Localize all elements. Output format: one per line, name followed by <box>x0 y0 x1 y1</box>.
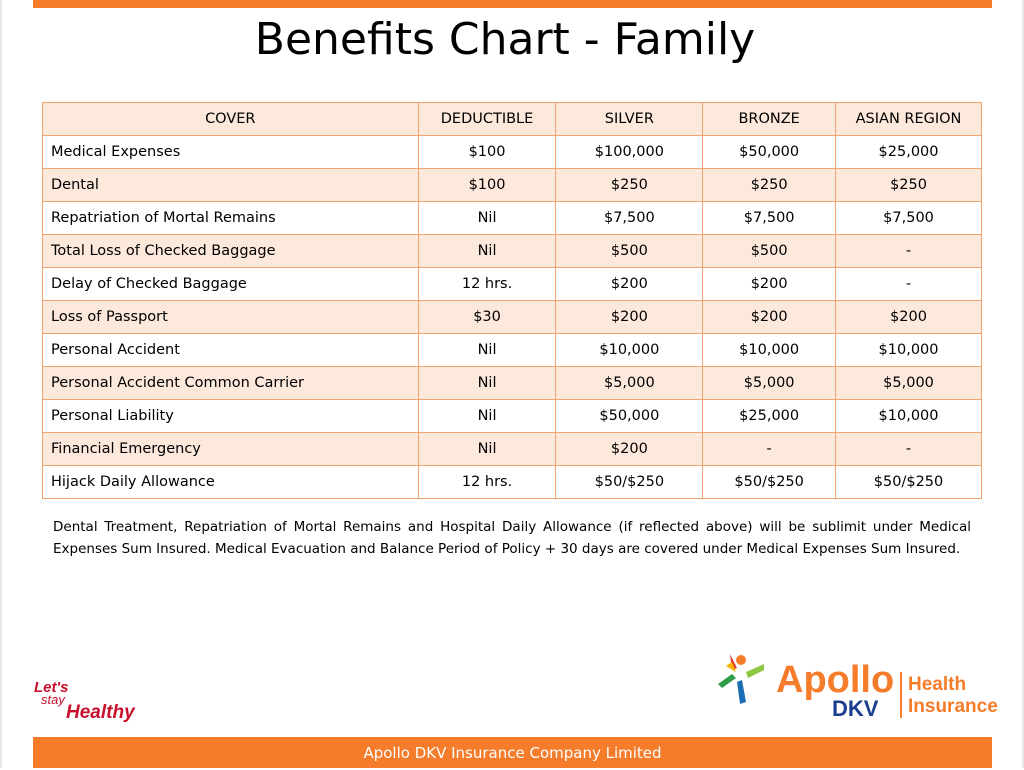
column-header-deductible: DEDUCTIBLE <box>417 102 557 136</box>
silver-cell: $200 <box>555 267 704 301</box>
table-row: Personal Accident Common Carrier Nil $5,… <box>42 366 982 400</box>
benefits-table: COVER DEDUCTIBLE SILVER BRONZE ASIAN REG… <box>42 102 982 499</box>
logo-text-stay: stay <box>41 692 66 707</box>
apollo-wordmark: Apollo <box>776 659 894 701</box>
silver-cell: $5,000 <box>555 366 704 400</box>
silver-cell: $500 <box>555 234 704 268</box>
table-row: Personal Liability Nil $50,000 $25,000 $… <box>42 399 982 433</box>
deductible-cell: Nil <box>417 234 557 268</box>
cover-cell: Dental <box>42 168 419 202</box>
silver-cell: $7,500 <box>555 201 704 235</box>
bronze-cell: $200 <box>702 267 837 301</box>
bronze-cell: $200 <box>702 300 837 334</box>
bronze-cell: $25,000 <box>702 399 837 433</box>
silver-cell: $50,000 <box>555 399 704 433</box>
table-row: Dental $100 $250 $250 $250 <box>42 168 982 202</box>
asian-region-cell: $250 <box>835 168 982 202</box>
bronze-cell: $50/$250 <box>702 465 837 499</box>
cover-cell: Medical Expenses <box>42 135 419 169</box>
logo-divider <box>900 672 902 718</box>
column-header-asian-region: ASIAN REGION <box>835 102 982 136</box>
asian-region-cell: $10,000 <box>835 399 982 433</box>
footer-company-name: Apollo DKV Insurance Company Limited <box>363 744 662 762</box>
bronze-cell: $7,500 <box>702 201 837 235</box>
cover-cell: Personal Liability <box>42 399 419 433</box>
table-header-row: COVER DEDUCTIBLE SILVER BRONZE ASIAN REG… <box>42 102 982 136</box>
deductible-cell: Nil <box>417 201 557 235</box>
asian-region-cell: $7,500 <box>835 201 982 235</box>
bronze-cell: $10,000 <box>702 333 837 367</box>
column-header-cover: COVER <box>42 102 419 136</box>
table-row: Medical Expenses $100 $100,000 $50,000 $… <box>42 135 982 169</box>
deductible-cell: Nil <box>417 399 557 433</box>
table-row: Total Loss of Checked Baggage Nil $500 $… <box>42 234 982 268</box>
table-row: Personal Accident Nil $10,000 $10,000 $1… <box>42 333 982 367</box>
silver-cell: $250 <box>555 168 704 202</box>
slide-edge-left <box>0 0 2 768</box>
asian-region-cell: $25,000 <box>835 135 982 169</box>
column-header-bronze: BRONZE <box>702 102 837 136</box>
bronze-cell: $5,000 <box>702 366 837 400</box>
logo-text-healthy: Healthy <box>66 702 136 723</box>
deductible-cell: $100 <box>417 135 557 169</box>
logo-text-insurance: Insurance <box>908 696 998 717</box>
deductible-cell: 12 hrs. <box>417 267 557 301</box>
logo-text-lets: Let's <box>34 679 68 696</box>
asian-region-cell: - <box>835 267 982 301</box>
asian-region-cell: $50/$250 <box>835 465 982 499</box>
dkv-wordmark: DKV <box>832 696 879 721</box>
cover-cell: Loss of Passport <box>42 300 419 334</box>
silver-cell: $100,000 <box>555 135 704 169</box>
deductible-cell: Nil <box>417 432 557 466</box>
column-header-silver: SILVER <box>555 102 704 136</box>
bronze-cell: $50,000 <box>702 135 837 169</box>
silver-cell: $10,000 <box>555 333 704 367</box>
cover-cell: Hijack Daily Allowance <box>42 465 419 499</box>
cover-cell: Financial Emergency <box>42 432 419 466</box>
cover-cell: Personal Accident Common Carrier <box>42 366 419 400</box>
deductible-cell: 12 hrs. <box>417 465 557 499</box>
logo-text-health: Health <box>908 674 966 695</box>
footnote-text: Dental Treatment, Repatriation of Mortal… <box>53 519 971 557</box>
bronze-cell: - <box>702 432 837 466</box>
apollo-figure-icon <box>718 654 764 704</box>
silver-cell: $50/$250 <box>555 465 704 499</box>
asian-region-cell: - <box>835 234 982 268</box>
footer-bar: Apollo DKV Insurance Company Limited <box>33 737 992 768</box>
deductible-cell: $100 <box>417 168 557 202</box>
cover-cell: Delay of Checked Baggage <box>42 267 419 301</box>
asian-region-cell: $5,000 <box>835 366 982 400</box>
cover-cell: Repatriation of Mortal Remains <box>42 201 419 235</box>
silver-cell: $200 <box>555 300 704 334</box>
asian-region-cell: $200 <box>835 300 982 334</box>
deductible-cell: Nil <box>417 366 557 400</box>
apollo-dkv-logo: Apollo DKV Health Insurance <box>718 654 998 721</box>
cover-cell: Personal Accident <box>42 333 419 367</box>
deductible-cell: $30 <box>417 300 557 334</box>
asian-region-cell: - <box>835 432 982 466</box>
table-row: Repatriation of Mortal Remains Nil $7,50… <box>42 201 982 235</box>
lets-stay-healthy-logo: Let's stay Healthy <box>34 679 136 723</box>
table-row: Loss of Passport $30 $200 $200 $200 <box>42 300 982 334</box>
cover-cell: Total Loss of Checked Baggage <box>42 234 419 268</box>
deductible-cell: Nil <box>417 333 557 367</box>
top-accent-bar <box>33 0 992 8</box>
slide-edge-right <box>1022 0 1024 768</box>
table-row: Delay of Checked Baggage 12 hrs. $200 $2… <box>42 267 982 301</box>
page-title: Benefits Chart - Family <box>254 14 756 65</box>
bronze-cell: $500 <box>702 234 837 268</box>
asian-region-cell: $10,000 <box>835 333 982 367</box>
table-row: Hijack Daily Allowance 12 hrs. $50/$250 … <box>42 465 982 499</box>
table-row: Financial Emergency Nil $200 - - <box>42 432 982 466</box>
silver-cell: $200 <box>555 432 704 466</box>
bronze-cell: $250 <box>702 168 837 202</box>
